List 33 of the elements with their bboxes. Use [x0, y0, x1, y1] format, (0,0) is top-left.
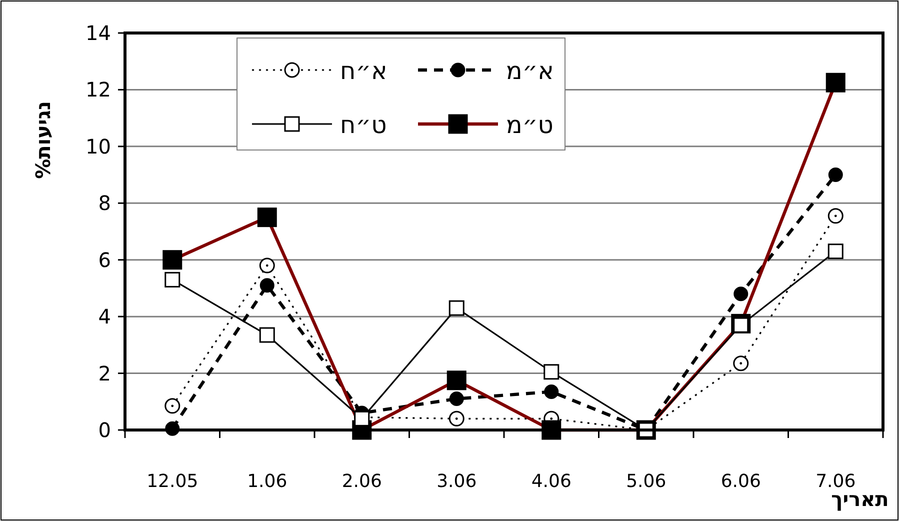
y-tick-label: 6 — [98, 248, 111, 272]
x-tick-label: 1.06 — [247, 471, 288, 492]
point — [828, 168, 843, 182]
point — [354, 410, 370, 426]
point — [448, 300, 464, 316]
y-axis-title: נגיעות% — [31, 101, 55, 179]
legend-label: ט״ח — [340, 111, 387, 139]
point — [733, 356, 749, 372]
point — [544, 364, 560, 380]
y-tick-label: 8 — [98, 191, 111, 216]
y-tick-label: 12 — [86, 78, 111, 102]
legend-label: א״מ — [506, 57, 554, 85]
point — [259, 327, 275, 343]
point — [828, 244, 844, 260]
x-tick-label: 5.06 — [626, 471, 666, 492]
y-tick-label: 0 — [98, 418, 111, 442]
point — [544, 384, 559, 399]
y-tick-label: 14 — [86, 21, 111, 45]
x-tick-label: 3.06 — [436, 471, 477, 492]
point — [260, 278, 274, 293]
y-tick-label: 10 — [86, 134, 111, 158]
x-tick-label: 12.05 — [146, 471, 198, 492]
point — [259, 258, 275, 274]
y-tick-label: 2 — [98, 361, 111, 386]
legend-label: א״ח — [340, 57, 388, 85]
x-tick-label: 4.06 — [531, 471, 572, 492]
point — [449, 392, 464, 406]
x-tick-label: 2.06 — [342, 471, 382, 492]
legend-label: ט״מ — [506, 111, 554, 139]
point — [164, 272, 180, 288]
x-tick-label: 6.06 — [720, 471, 761, 492]
point — [734, 286, 748, 302]
y-tick-label: 4 — [98, 304, 111, 329]
